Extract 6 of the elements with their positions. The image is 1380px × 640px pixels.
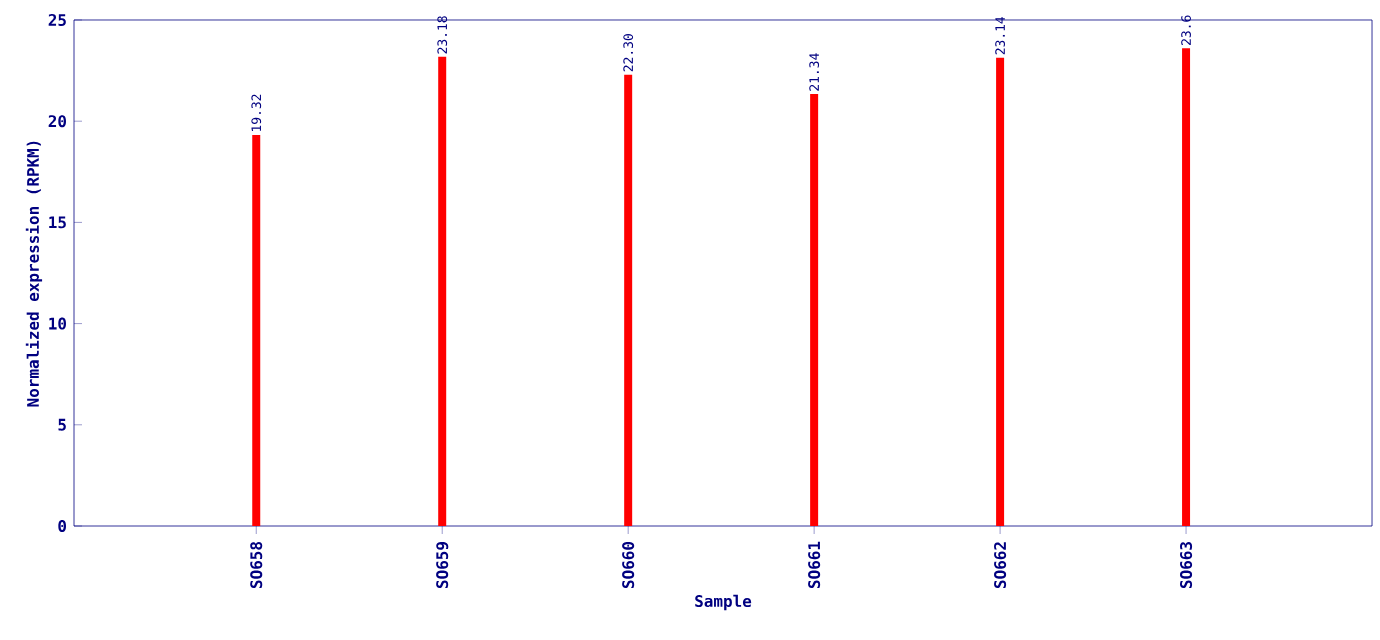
bar	[810, 94, 819, 526]
bar	[438, 56, 447, 526]
bar	[1182, 48, 1191, 526]
bar	[624, 74, 633, 526]
bar	[996, 57, 1005, 526]
bar	[252, 134, 261, 526]
